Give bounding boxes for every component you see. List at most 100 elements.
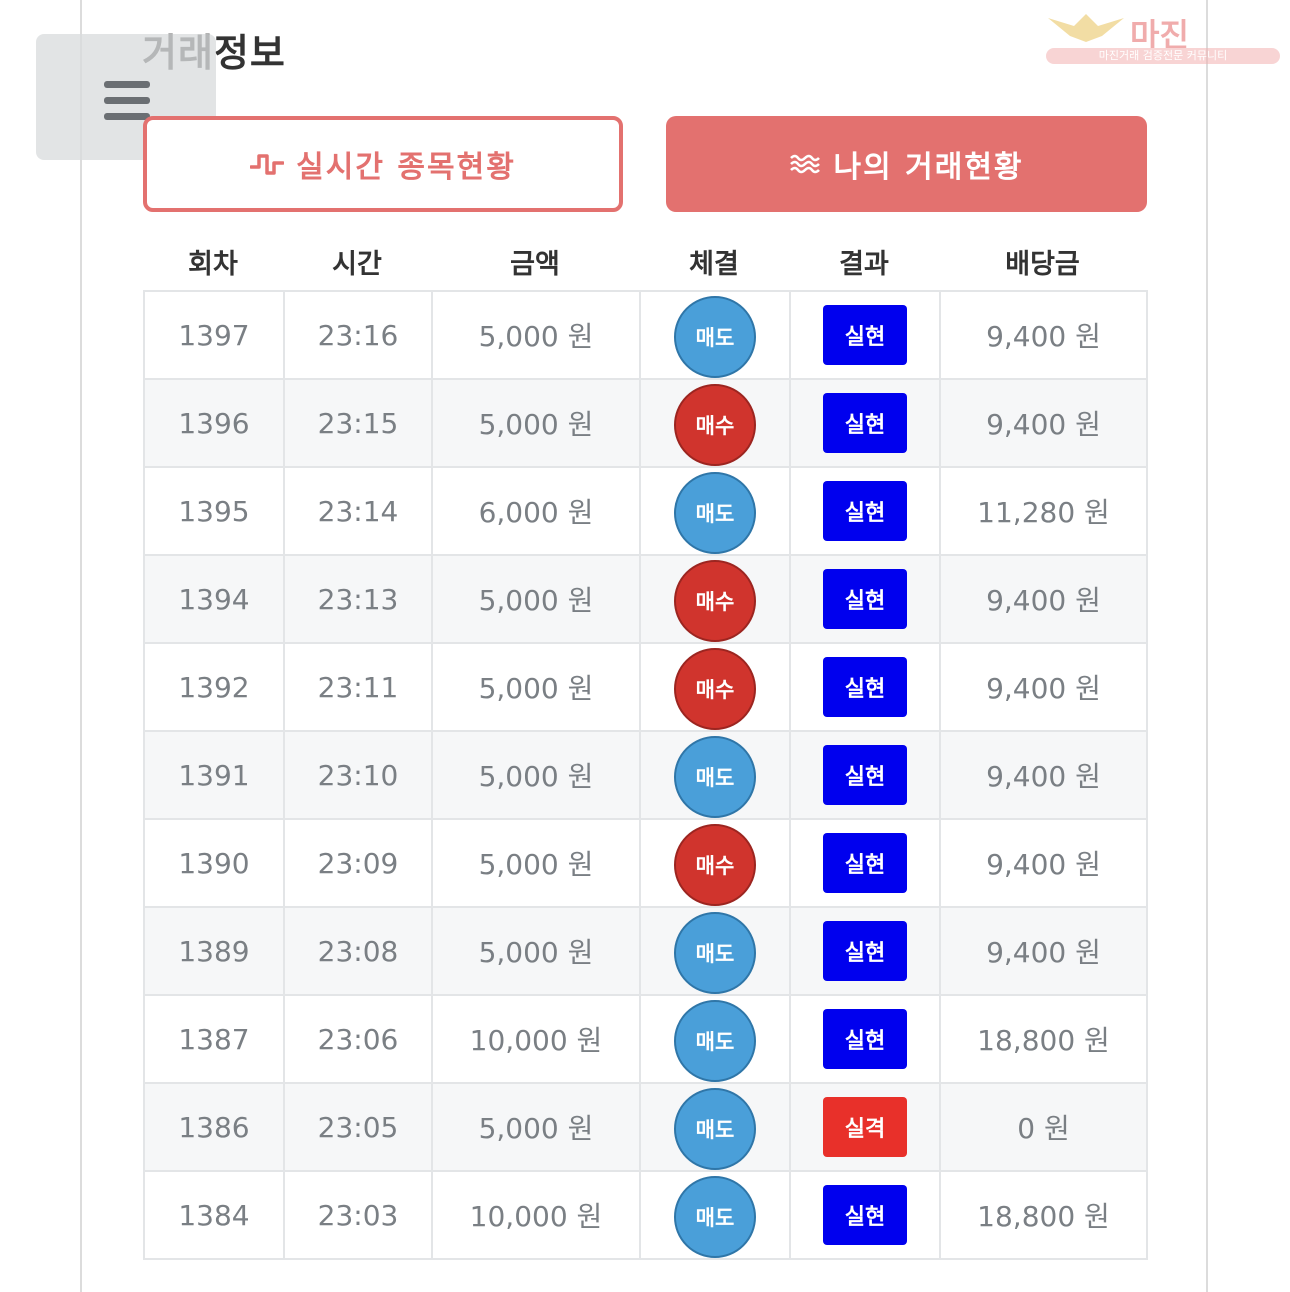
cell-time: 23:05 — [283, 1082, 433, 1172]
cell-payout: 9,400 원 — [939, 818, 1148, 908]
trade-type-badge: 매도 — [674, 296, 756, 378]
trade-type-badge: 매도 — [674, 912, 756, 994]
watermark-tagline: 마진거래 검증전문 커뮤니티 — [1046, 48, 1280, 64]
cell-round: 1386 — [143, 1082, 285, 1172]
cell-trade: 매수 — [639, 642, 791, 732]
cell-amount: 10,000 원 — [431, 1170, 641, 1260]
trade-rows: 1397 23:16 5,000 원 매도 실현 9,400 원 1396 23:15 5,00… — [143, 290, 1148, 1260]
cell-payout: 9,400 원 — [939, 554, 1148, 644]
cell-result: 실현 — [789, 378, 941, 468]
trade-type-badge: 매도 — [674, 1176, 756, 1258]
tab-live-stocks[interactable]: 실시간 종목현황 — [143, 116, 623, 212]
pulse-icon — [250, 151, 285, 177]
column-header-result: 결과 — [839, 249, 889, 280]
result-badge: 실현 — [823, 921, 907, 981]
trade-type-badge: 매도 — [674, 1000, 756, 1082]
column-header-trade: 체결 — [689, 249, 739, 280]
cell-result: 실현 — [789, 466, 941, 556]
menu-icon-bar — [104, 97, 150, 104]
cell-trade: 매수 — [639, 378, 791, 468]
cell-result: 실현 — [789, 642, 941, 732]
cell-payout: 18,800 원 — [939, 994, 1148, 1084]
cell-payout: 9,400 원 — [939, 730, 1148, 820]
table-row: 1396 23:15 5,000 원 매수 실현 9,400 원 — [143, 378, 1148, 468]
cell-amount: 10,000 원 — [431, 994, 641, 1084]
trade-history-table: 1397 23:16 5,000 원 매도 실현 9,400 원 1396 23:15 5,00… — [143, 290, 1148, 1260]
table-row: 1391 23:10 5,000 원 매도 실현 9,400 원 — [143, 730, 1148, 820]
result-badge: 실현 — [823, 393, 907, 453]
cell-amount: 5,000 원 — [431, 554, 641, 644]
cell-result: 실격 — [789, 1082, 941, 1172]
cell-payout: 0 원 — [939, 1082, 1148, 1172]
cell-trade: 매도 — [639, 290, 791, 380]
cell-result: 실현 — [789, 818, 941, 908]
cell-amount: 5,000 원 — [431, 642, 641, 732]
cell-amount: 5,000 원 — [431, 730, 641, 820]
cell-trade: 매수 — [639, 818, 791, 908]
trade-type-badge: 매수 — [674, 648, 756, 730]
result-badge: 실현 — [823, 1185, 907, 1245]
result-badge: 실현 — [823, 481, 907, 541]
cell-result: 실현 — [789, 554, 941, 644]
frame-left-border — [80, 0, 82, 1292]
cell-round: 1392 — [143, 642, 285, 732]
cell-payout: 9,400 원 — [939, 290, 1148, 380]
cell-amount: 5,000 원 — [431, 378, 641, 468]
cell-time: 23:13 — [283, 554, 433, 644]
cell-round: 1391 — [143, 730, 285, 820]
cell-amount: 5,000 원 — [431, 290, 641, 380]
waves-icon — [789, 152, 821, 176]
cell-time: 23:09 — [283, 818, 433, 908]
tab-my-trades[interactable]: 나의 거래현황 — [666, 116, 1147, 212]
tab-my-trades-label: 나의 거래현황 — [833, 150, 1024, 185]
trade-type-badge: 매도 — [674, 472, 756, 554]
cell-payout: 9,400 원 — [939, 378, 1148, 468]
cell-amount: 6,000 원 — [431, 466, 641, 556]
column-header-round: 회차 — [188, 249, 238, 280]
cell-time: 23:08 — [283, 906, 433, 996]
cell-round: 1396 — [143, 378, 285, 468]
cell-round: 1389 — [143, 906, 285, 996]
trade-type-badge: 매도 — [674, 1088, 756, 1170]
cell-trade: 매도 — [639, 466, 791, 556]
trade-type-badge: 매도 — [674, 736, 756, 818]
cell-time: 23:14 — [283, 466, 433, 556]
cell-round: 1397 — [143, 290, 285, 380]
cell-payout: 18,800 원 — [939, 1170, 1148, 1260]
tab-live-stocks-label: 실시간 종목현황 — [296, 150, 516, 185]
watermark-logo: 마진 마진거래 검증전문 커뮤니티 — [1046, 8, 1280, 64]
trade-type-badge: 매수 — [674, 384, 756, 466]
cell-time: 23:15 — [283, 378, 433, 468]
table-row: 1390 23:09 5,000 원 매수 실현 9,400 원 — [143, 818, 1148, 908]
eagle-emblem-icon — [1048, 14, 1124, 42]
cell-trade: 매도 — [639, 1082, 791, 1172]
result-badge: 실현 — [823, 745, 907, 805]
column-header-payout: 배당금 — [1005, 249, 1080, 280]
cell-trade: 매도 — [639, 730, 791, 820]
cell-time: 23:11 — [283, 642, 433, 732]
result-badge: 실현 — [823, 1009, 907, 1069]
cell-result: 실현 — [789, 994, 941, 1084]
result-badge: 실현 — [823, 833, 907, 893]
cell-amount: 5,000 원 — [431, 906, 641, 996]
column-header-amount: 금액 — [510, 249, 560, 280]
cell-payout: 9,400 원 — [939, 906, 1148, 996]
cell-round: 1395 — [143, 466, 285, 556]
result-badge: 실현 — [823, 657, 907, 717]
cell-payout: 11,280 원 — [939, 466, 1148, 556]
cell-trade: 매도 — [639, 994, 791, 1084]
menu-icon-bar — [104, 113, 150, 120]
column-header-time: 시간 — [332, 249, 382, 280]
frame-right-border — [1206, 0, 1208, 1292]
table-row: 1395 23:14 6,000 원 매도 실현 11,280 원 — [143, 466, 1148, 556]
cell-result: 실현 — [789, 730, 941, 820]
result-badge: 실격 — [823, 1097, 907, 1157]
result-badge: 실현 — [823, 305, 907, 365]
table-header: 회차 시간 금액 체결 결과 배당금 — [143, 240, 1146, 290]
cell-result: 실현 — [789, 290, 941, 380]
cell-trade: 매도 — [639, 1170, 791, 1260]
table-row: 1397 23:16 5,000 원 매도 실현 9,400 원 — [143, 290, 1148, 380]
result-badge: 실현 — [823, 569, 907, 629]
table-row: 1394 23:13 5,000 원 매수 실현 9,400 원 — [143, 554, 1148, 644]
cell-time: 23:10 — [283, 730, 433, 820]
